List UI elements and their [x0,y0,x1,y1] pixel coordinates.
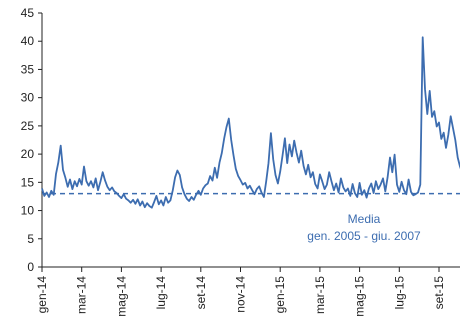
y-tick-label: 25 [21,119,35,133]
y-tick-label: 5 [27,232,34,246]
x-tick-label: mar-15 [313,276,327,314]
x-tick-label: gen-14 [35,276,49,314]
x-tick-label: mar-14 [75,276,89,314]
y-tick-label: 35 [21,62,35,76]
y-tick-label: 20 [21,147,35,161]
x-tick-label: mag-14 [114,276,128,317]
y-tick-label: 45 [21,6,35,20]
x-tick-label: nov-14 [234,276,248,313]
series-line [41,36,460,209]
x-tick-label: lug-14 [154,276,168,310]
x-axis: gen-14 mar-14 mag-14 lug-14 set-14 nov-14 gen-… [35,266,460,317]
annotation-line-2: gen. 2005 - giu. 2007 [307,229,421,243]
y-tick-label: 15 [21,175,35,189]
x-tick-label: mag-15 [353,276,367,317]
annotation-line-1: Media [348,212,381,226]
x-tick-label: set-14 [194,276,208,310]
y-tick-label: 30 [21,91,35,105]
x-tick-label: lug-15 [392,276,406,310]
x-tick-label: gen-15 [273,276,287,314]
x-tick-label: set-15 [432,276,446,310]
y-tick-label: 0 [27,260,34,274]
y-tick-label: 40 [21,34,35,48]
y-axis: 0 5 10 15 20 25 30 35 40 45 [21,6,43,274]
y-tick-label: 10 [21,204,35,218]
